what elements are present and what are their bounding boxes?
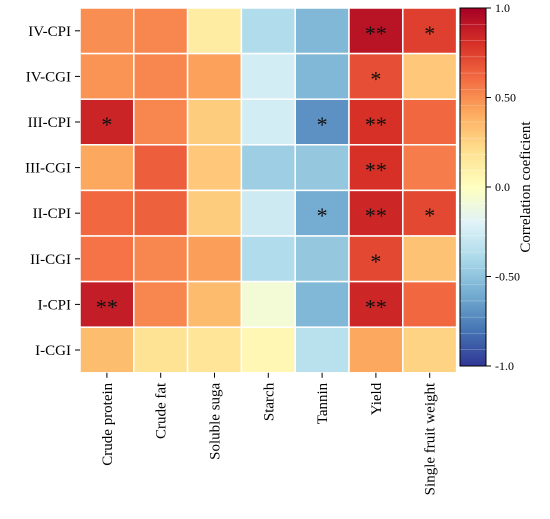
heatmap-cell xyxy=(186,235,243,283)
colorbar-title: Correlation coeficient xyxy=(518,121,534,253)
row-label: I-CPI xyxy=(38,297,71,313)
heatmap-cell xyxy=(133,52,189,100)
heatmap-cell xyxy=(240,189,296,237)
heatmap-cell xyxy=(79,7,135,55)
significance-mark: * xyxy=(101,112,112,137)
heatmap-cell xyxy=(294,280,350,328)
heatmap-cell xyxy=(294,189,350,237)
heatmap-cell xyxy=(186,280,243,328)
heatmap-cells xyxy=(79,7,458,374)
significance-mark: * xyxy=(370,66,381,91)
column-labels: Crude protein Crude fat Soluble suga Starch… xyxy=(100,372,439,495)
heatmap-cell xyxy=(133,326,189,374)
heatmap-cell xyxy=(79,326,135,374)
heatmap-cell xyxy=(240,98,296,146)
significance-mark: * xyxy=(370,249,381,274)
row-label: I-CGI xyxy=(35,343,71,359)
significance-mark: ** xyxy=(96,294,118,319)
colorbar-gradient xyxy=(459,7,487,367)
row-label: IV-CGI xyxy=(26,69,71,85)
heatmap-cell xyxy=(402,144,458,192)
heatmap-cell xyxy=(79,189,135,237)
column-label: Tannin xyxy=(315,382,331,424)
heatmap-cell xyxy=(402,7,458,55)
heatmap-cell xyxy=(402,98,458,146)
heatmap-cell xyxy=(240,235,296,283)
heatmap-cell xyxy=(240,280,296,328)
row-label: III-CGI xyxy=(25,161,71,177)
heatmap-cell xyxy=(294,144,350,192)
heatmap-cell xyxy=(348,7,404,55)
heatmap-cell xyxy=(402,52,458,100)
colorbar-tick-label: 0.50 xyxy=(495,91,516,105)
row-label: IV-CPI xyxy=(28,24,71,40)
heatmap-cell xyxy=(186,189,243,237)
heatmap-cell xyxy=(133,144,189,192)
column-label: Starch xyxy=(261,382,277,421)
heatmap-cell xyxy=(133,98,189,146)
column-label: Crude fat xyxy=(154,382,170,439)
row-label: III-CPI xyxy=(28,115,71,131)
heatmap-cell xyxy=(79,235,135,283)
significance-mark: ** xyxy=(365,294,387,319)
column-label: Single fruit weight xyxy=(423,382,439,495)
significance-mark: ** xyxy=(365,203,387,228)
colorbar-tick-label: 1.0 xyxy=(495,1,510,15)
heatmap-cell xyxy=(79,280,135,328)
significance-mark: ** xyxy=(365,158,387,183)
heatmap-cell xyxy=(402,280,458,328)
significance-mark: * xyxy=(317,203,328,228)
column-label: Crude protein xyxy=(100,382,116,465)
heatmap-cell xyxy=(240,52,296,100)
heatmap-cell xyxy=(294,52,350,100)
heatmap-cell xyxy=(186,98,243,146)
heatmap-cell xyxy=(402,235,458,283)
heatmap-cell xyxy=(294,326,350,374)
heatmap-cell xyxy=(348,326,404,374)
heatmap-cell xyxy=(240,326,296,374)
column-label: Yield xyxy=(369,382,385,415)
colorbar-tick-label: -1.0 xyxy=(495,359,514,373)
significance-mark: ** xyxy=(365,112,387,137)
heatmap-cell xyxy=(133,189,189,237)
heatmap-cell xyxy=(186,7,243,55)
row-label: II-CGI xyxy=(30,252,71,268)
column-label: Soluble suga xyxy=(208,382,224,459)
heatmap-cell xyxy=(133,235,189,283)
significance-mark: * xyxy=(317,112,328,137)
heatmap-cell xyxy=(186,144,243,192)
heatmap-cell xyxy=(402,326,458,374)
heatmap-cell xyxy=(240,7,296,55)
heatmap-cell xyxy=(294,235,350,283)
heatmap-cell xyxy=(133,7,189,55)
heatmap-cell xyxy=(186,326,243,374)
colorbar-tick-label: -0.50 xyxy=(495,270,520,284)
colorbar-tick-label: 0.0 xyxy=(495,180,510,194)
heatmap-cell xyxy=(79,52,135,100)
heatmap-cell xyxy=(240,144,296,192)
row-label: II-CPI xyxy=(33,206,71,222)
heatmap-cell xyxy=(186,52,243,100)
heatmap-cell xyxy=(402,189,458,237)
significance-marks: ** *** * ***** ** **** ** xyxy=(96,21,435,320)
heatmap-cell xyxy=(294,7,350,55)
heatmap-cell xyxy=(348,98,404,146)
colorbar: 1.0 0.50 0.0 -0.50 -1.0 Correlation coeficien… xyxy=(459,1,534,373)
heatmap-cell xyxy=(133,280,189,328)
significance-mark: * xyxy=(424,21,435,46)
row-labels: IV-CPI IV-CGI III-CPI III-CGI II-CPI II-CGI I-… xyxy=(25,24,80,359)
significance-mark: ** xyxy=(365,21,387,46)
significance-mark: * xyxy=(424,203,435,228)
heatmap-cell xyxy=(79,144,135,192)
